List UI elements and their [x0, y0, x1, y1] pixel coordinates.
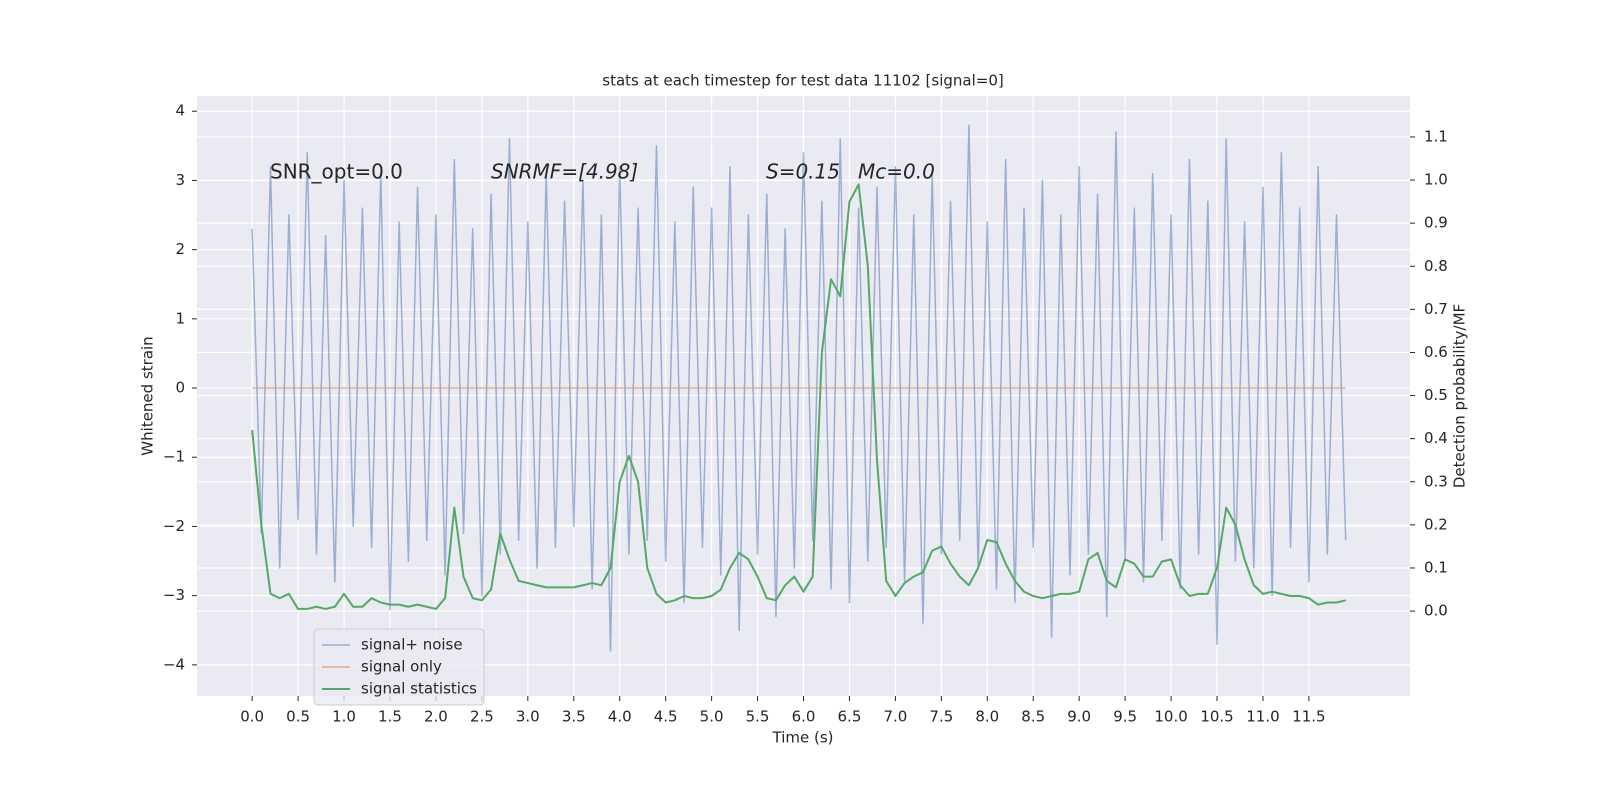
legend-label: signal statistics	[361, 680, 477, 698]
x-tick-label: 3.0	[516, 708, 540, 726]
y-tick-label: 4	[175, 102, 185, 120]
x-tick-label: 9.5	[1113, 708, 1137, 726]
x-tick-label: 5.5	[746, 708, 770, 726]
x-tick-label: 7.5	[929, 708, 953, 726]
legend-label: signal+ noise	[361, 636, 463, 654]
x-tick-label: 2.0	[424, 708, 448, 726]
y2-tick-label: 0.0	[1424, 602, 1448, 620]
y2-tick-label: 0.4	[1424, 429, 1448, 447]
legend-label: signal only	[361, 658, 442, 676]
y2-axis-label: Detection probability/MF	[1451, 304, 1469, 488]
series-line	[251, 124, 1347, 652]
annotation: SNRMF=[4.98]	[491, 160, 638, 184]
annotation: S=0.15	[766, 160, 840, 184]
x-tick-label: 5.0	[700, 708, 724, 726]
legend-box	[313, 628, 485, 706]
x-tick-label: 1.5	[378, 708, 402, 726]
y2-tick-label: 0.1	[1424, 558, 1448, 576]
y2-tick-label: 1.0	[1424, 171, 1448, 189]
y-tick-label: −2	[163, 517, 185, 535]
y2-tick-label: 0.8	[1424, 257, 1448, 275]
y2-tick-label: 0.6	[1424, 343, 1448, 361]
y2-tick-label: 1.1	[1424, 127, 1448, 145]
x-tick-label: 10.5	[1200, 708, 1233, 726]
y-tick-label: −1	[163, 448, 185, 466]
x-tick-label: 0.5	[286, 708, 310, 726]
series-line	[251, 183, 1346, 610]
y-tick-label: 1	[175, 309, 185, 327]
y-tick-label: −4	[163, 655, 185, 673]
x-tick-label: 11.0	[1246, 708, 1279, 726]
y2-tick-label: 0.2	[1424, 515, 1448, 533]
y2-tick-label: 0.3	[1424, 472, 1448, 490]
y2-tick-label: 0.9	[1424, 214, 1448, 232]
y-axis-label: Whitened strain	[139, 336, 157, 455]
x-tick-label: 1.0	[332, 708, 356, 726]
x-tick-label: 4.5	[654, 708, 678, 726]
annotation: Mc=0.0	[858, 160, 935, 184]
y-tick-label: 2	[175, 240, 185, 258]
x-tick-label: 0.0	[240, 708, 264, 726]
y2-tick-label: 0.5	[1424, 386, 1448, 404]
x-axis-label: Time (s)	[772, 729, 834, 747]
x-tick-label: 2.5	[470, 708, 494, 726]
x-tick-label: 6.0	[792, 708, 816, 726]
x-tick-label: 10.0	[1154, 708, 1187, 726]
y-tick-label: 0	[175, 379, 185, 397]
chart-title: stats at each timestep for test data 111…	[602, 72, 1003, 90]
x-tick-label: 11.5	[1292, 708, 1325, 726]
x-tick-label: 9.0	[1067, 708, 1091, 726]
y-tick-label: 3	[175, 171, 185, 189]
x-tick-label: 8.5	[1021, 708, 1045, 726]
annotation: SNR_opt=0.0	[270, 160, 403, 184]
x-tick-label: 4.0	[608, 708, 632, 726]
x-tick-label: 6.5	[838, 708, 862, 726]
x-tick-label: 7.0	[883, 708, 907, 726]
x-tick-label: 8.0	[975, 708, 999, 726]
x-tick-label: 3.5	[562, 708, 586, 726]
y-tick-label: −3	[163, 586, 185, 604]
y2-tick-label: 0.7	[1424, 300, 1448, 318]
